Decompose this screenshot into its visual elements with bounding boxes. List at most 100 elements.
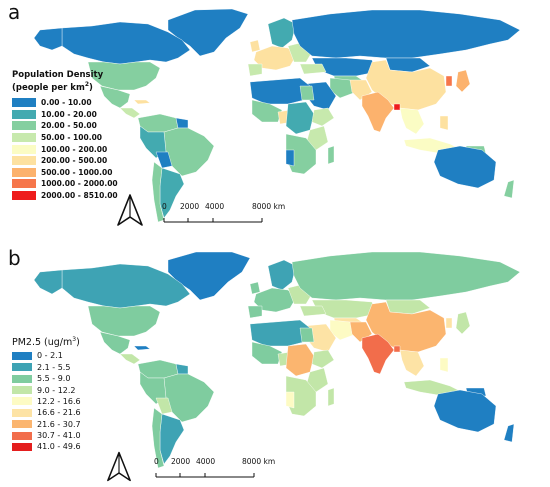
- region-turkey: [299, 63, 327, 75]
- region-west-africa: [251, 99, 283, 123]
- legend-swatch: [12, 374, 32, 383]
- scale-tick-0: 0: [162, 202, 167, 211]
- legend-label: 0 - 2.1: [37, 351, 63, 361]
- legend-label: 21.6 - 30.7: [37, 419, 81, 429]
- north-arrow-icon: [106, 450, 132, 487]
- region-ethiopia: [311, 107, 335, 127]
- region-brazil: [163, 127, 215, 177]
- region-australia: [433, 145, 497, 189]
- legend-item: 10.00 - 20.00: [12, 108, 118, 120]
- legend-items: 0 - 2.1 2.1 - 5.5 5.5 - 9.0 9.0 - 12.2 12.2 …: [12, 350, 81, 453]
- region-turkey: [299, 305, 327, 317]
- legend-title: PM2.5 (ug/m3): [12, 334, 81, 348]
- legend-item: 20.00 - 50.00: [12, 120, 118, 132]
- region-egypt: [299, 85, 315, 101]
- legend-label: 0.00 - 10.00: [41, 98, 92, 108]
- scale-tick-2000: 2000: [171, 457, 191, 466]
- region-alaska: [33, 27, 63, 51]
- region-japan: [455, 311, 471, 335]
- region-egypt: [299, 327, 315, 343]
- region-india: [361, 333, 395, 375]
- region-canada: [61, 21, 191, 65]
- legend-item: 9.0 - 12.2: [12, 384, 81, 395]
- legend-swatch: [12, 408, 32, 417]
- legend-label: 20.00 - 50.00: [41, 121, 97, 131]
- legend-swatch: [12, 144, 36, 154]
- region-western-europe: [253, 287, 297, 313]
- legend-label: 500.00 - 1000.00: [41, 167, 113, 177]
- legend-item: 2000.00 - 8510.00: [12, 190, 118, 202]
- scale-tick-2000: 2000: [180, 202, 200, 211]
- region-china: [365, 59, 447, 111]
- legend-swatch: [12, 121, 36, 131]
- legend-title-line1: Population Density: [12, 70, 104, 80]
- region-bolivia: [155, 151, 173, 169]
- scale-tick-0: 0: [154, 457, 159, 466]
- legend-label: 2.1 - 5.5: [37, 362, 71, 372]
- scale-bar: [154, 467, 264, 481]
- panel-b-pm25-map: b: [0, 244, 550, 487]
- region-australia: [433, 389, 497, 433]
- region-guyanas: [175, 363, 189, 375]
- region-canada: [61, 263, 191, 309]
- region-caribbean: [133, 345, 151, 351]
- region-uk: [249, 39, 261, 53]
- legend-item: 5.5 - 9.0: [12, 373, 81, 384]
- legend-label: 9.0 - 12.2: [37, 385, 76, 395]
- legend-label: 200.00 - 500.00: [41, 156, 108, 166]
- region-western-europe: [253, 45, 297, 71]
- legend-label: 10.00 - 20.00: [41, 109, 97, 119]
- region-central-america: [119, 353, 141, 365]
- world-map-pm25: [33, 251, 521, 469]
- region-north-africa: [249, 319, 311, 347]
- legend-label: 5.5 - 9.0: [37, 374, 71, 384]
- region-mexico: [99, 85, 131, 109]
- world-map-population: [33, 8, 521, 223]
- region-new-zealand: [503, 179, 515, 199]
- legend-label: 2000.00 - 8510.00: [41, 190, 118, 200]
- region-central-america: [119, 107, 141, 119]
- legend-title-end: ): [76, 337, 80, 349]
- region-alaska: [33, 269, 63, 295]
- region-russia: [291, 251, 521, 301]
- legend-label: 41.0 - 49.6: [37, 442, 81, 452]
- legend-swatch: [12, 363, 32, 372]
- legend-title-sup: 3: [72, 336, 77, 343]
- legend-label: 12.2 - 16.6: [37, 396, 81, 406]
- legend-swatch: [12, 351, 32, 360]
- region-madagascar: [327, 145, 335, 165]
- legend-item: 500.00 - 1000.00: [12, 166, 118, 178]
- legend-swatch: [12, 386, 32, 395]
- north-arrow-icon: [116, 193, 144, 231]
- legend-item: 30.7 - 41.0: [12, 430, 81, 441]
- legend-item: 41.0 - 49.6: [12, 441, 81, 452]
- legend-title: Population Density (people per km2): [12, 70, 118, 93]
- region-north-africa: [249, 77, 311, 105]
- region-iberia: [247, 305, 263, 319]
- legend-label: 16.6 - 21.6: [37, 408, 81, 418]
- region-west-africa: [251, 341, 283, 365]
- legend-swatch: [12, 156, 36, 166]
- legend-title-line2: (people per km2): [12, 80, 118, 93]
- region-korea: [445, 317, 453, 329]
- legend-label: 30.7 - 41.0: [37, 431, 81, 441]
- scale-bar: [162, 212, 272, 226]
- legend-title-end: ): [89, 82, 93, 93]
- region-uk: [249, 281, 261, 295]
- region-philippines: [439, 357, 449, 373]
- legend-swatch: [12, 167, 36, 177]
- region-philippines: [439, 115, 449, 131]
- panel-letter-a: a: [8, 0, 21, 24]
- region-korea: [445, 75, 453, 87]
- legend-pm25: PM2.5 (ug/m3) 0 - 2.1 2.1 - 5.5 5.5 - 9.0 9…: [12, 334, 81, 453]
- region-bangladesh: [393, 345, 401, 353]
- region-chile: [151, 407, 165, 469]
- panel-a-population-density-map: a: [0, 0, 550, 243]
- region-bolivia: [155, 397, 173, 415]
- region-bangladesh: [393, 103, 401, 111]
- region-southeast-asia: [399, 107, 425, 135]
- legend-swatch: [12, 397, 32, 406]
- region-china: [365, 301, 447, 353]
- legend-item: 21.6 - 30.7: [12, 419, 81, 430]
- region-guyanas: [175, 117, 189, 129]
